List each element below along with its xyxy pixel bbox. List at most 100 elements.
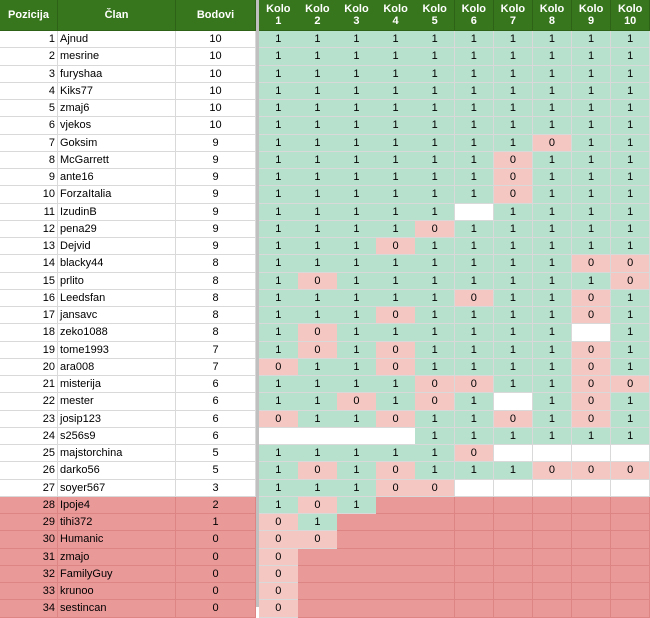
cell-kolo-5[interactable]: 1: [415, 186, 455, 204]
cell-kolo-2[interactable]: 1: [298, 514, 338, 532]
cell-kolo-3[interactable]: 1: [337, 462, 377, 480]
cell-kolo-10[interactable]: 1: [610, 65, 650, 83]
cell-kolo-6[interactable]: 1: [454, 307, 495, 325]
cell-kolo-1[interactable]: 1: [259, 272, 299, 290]
cell-kolo-7[interactable]: 1: [493, 65, 534, 83]
cell-kolo-2[interactable]: 1: [298, 203, 338, 221]
cell-kolo-8[interactable]: 1: [532, 255, 573, 273]
cell-kolo-5[interactable]: 1: [415, 324, 455, 342]
cell-kolo-5[interactable]: 1: [415, 151, 455, 169]
cell-clan[interactable]: darko56: [58, 462, 176, 480]
cell-kolo-3[interactable]: 1: [337, 238, 377, 256]
cell-kolo-2[interactable]: 1: [298, 65, 338, 83]
cell-pozicija[interactable]: 16: [0, 289, 58, 307]
cell-kolo-4[interactable]: 0: [376, 341, 416, 359]
cell-kolo-5[interactable]: 1: [415, 100, 455, 118]
cell-kolo-9[interactable]: 1: [571, 220, 612, 238]
cell-pozicija[interactable]: 9: [0, 169, 58, 187]
cell-kolo-5[interactable]: 1: [415, 255, 455, 273]
cell-clan[interactable]: misterija: [58, 376, 176, 394]
cell-kolo-5[interactable]: 1: [415, 48, 455, 66]
cell-kolo-9[interactable]: 0: [571, 393, 612, 411]
cell-kolo-9[interactable]: 1: [571, 203, 612, 221]
cell-kolo-1[interactable]: 1: [259, 393, 299, 411]
cell-bodovi[interactable]: 9: [176, 151, 256, 169]
header-kolo-9[interactable]: Kolo 9: [571, 0, 612, 31]
cell-bodovi[interactable]: 6: [176, 410, 256, 428]
cell-kolo-8[interactable]: 1: [532, 289, 573, 307]
cell-kolo-7[interactable]: 1: [493, 31, 534, 49]
cell-kolo-1[interactable]: 1: [259, 324, 299, 342]
cell-kolo-3[interactable]: [337, 548, 377, 566]
cell-kolo-2[interactable]: 1: [298, 238, 338, 256]
cell-kolo-3[interactable]: 1: [337, 255, 377, 273]
cell-kolo-8[interactable]: 1: [532, 117, 573, 135]
cell-kolo-6[interactable]: [454, 565, 495, 583]
cell-kolo-6[interactable]: [454, 203, 495, 221]
cell-bodovi[interactable]: 8: [176, 255, 256, 273]
cell-kolo-8[interactable]: 1: [532, 65, 573, 83]
cell-kolo-5[interactable]: 1: [415, 82, 455, 100]
cell-kolo-4[interactable]: 1: [376, 203, 416, 221]
cell-clan[interactable]: josip123: [58, 410, 176, 428]
cell-kolo-4[interactable]: 0: [376, 307, 416, 325]
cell-kolo-5[interactable]: 1: [415, 203, 455, 221]
cell-kolo-9[interactable]: 1: [571, 31, 612, 49]
cell-kolo-6[interactable]: 1: [454, 151, 495, 169]
cell-clan[interactable]: sestincan: [58, 600, 176, 618]
cell-kolo-6[interactable]: 0: [454, 376, 495, 394]
cell-kolo-7[interactable]: 1: [493, 134, 534, 152]
cell-kolo-2[interactable]: 1: [298, 31, 338, 49]
cell-kolo-10[interactable]: 1: [610, 427, 650, 445]
cell-kolo-5[interactable]: [415, 514, 455, 532]
cell-kolo-5[interactable]: 1: [415, 462, 455, 480]
cell-kolo-6[interactable]: [454, 600, 495, 618]
header-pozicija[interactable]: Pozicija: [0, 0, 58, 31]
cell-pozicija[interactable]: 31: [0, 548, 58, 566]
cell-pozicija[interactable]: 19: [0, 341, 58, 359]
cell-clan[interactable]: furyshaa: [58, 65, 176, 83]
cell-kolo-5[interactable]: 1: [415, 169, 455, 187]
frozen-column-divider[interactable]: [256, 0, 259, 607]
cell-kolo-4[interactable]: 1: [376, 220, 416, 238]
cell-kolo-1[interactable]: 0: [259, 410, 299, 428]
cell-kolo-4[interactable]: [376, 514, 416, 532]
cell-clan[interactable]: tome1993: [58, 341, 176, 359]
cell-clan[interactable]: mesrine: [58, 48, 176, 66]
cell-kolo-3[interactable]: 1: [337, 479, 377, 497]
cell-kolo-4[interactable]: [376, 531, 416, 549]
cell-pozicija[interactable]: 25: [0, 445, 58, 463]
cell-kolo-2[interactable]: 1: [298, 169, 338, 187]
cell-kolo-2[interactable]: 1: [298, 410, 338, 428]
cell-kolo-4[interactable]: [376, 548, 416, 566]
cell-clan[interactable]: prlito: [58, 272, 176, 290]
cell-kolo-1[interactable]: 1: [259, 203, 299, 221]
cell-kolo-3[interactable]: 1: [337, 100, 377, 118]
cell-clan[interactable]: mester: [58, 393, 176, 411]
cell-pozicija[interactable]: 24: [0, 427, 58, 445]
cell-kolo-3[interactable]: 1: [337, 203, 377, 221]
cell-kolo-6[interactable]: 1: [454, 427, 495, 445]
cell-kolo-2[interactable]: 1: [298, 117, 338, 135]
cell-clan[interactable]: ante16: [58, 169, 176, 187]
cell-kolo-9[interactable]: 1: [571, 82, 612, 100]
cell-pozicija[interactable]: 26: [0, 462, 58, 480]
cell-kolo-10[interactable]: 0: [610, 376, 650, 394]
cell-kolo-7[interactable]: 1: [493, 358, 534, 376]
cell-kolo-3[interactable]: 1: [337, 220, 377, 238]
cell-kolo-2[interactable]: 1: [298, 307, 338, 325]
cell-kolo-6[interactable]: 1: [454, 358, 495, 376]
cell-kolo-9[interactable]: 0: [571, 358, 612, 376]
cell-kolo-7[interactable]: 1: [493, 238, 534, 256]
cell-pozicija[interactable]: 2: [0, 48, 58, 66]
cell-kolo-2[interactable]: 1: [298, 393, 338, 411]
cell-kolo-4[interactable]: 0: [376, 479, 416, 497]
cell-pozicija[interactable]: 15: [0, 272, 58, 290]
cell-kolo-10[interactable]: 1: [610, 117, 650, 135]
cell-pozicija[interactable]: 29: [0, 514, 58, 532]
cell-pozicija[interactable]: 32: [0, 565, 58, 583]
cell-kolo-9[interactable]: 1: [571, 134, 612, 152]
cell-pozicija[interactable]: 5: [0, 100, 58, 118]
cell-pozicija[interactable]: 7: [0, 134, 58, 152]
cell-kolo-7[interactable]: 1: [493, 48, 534, 66]
